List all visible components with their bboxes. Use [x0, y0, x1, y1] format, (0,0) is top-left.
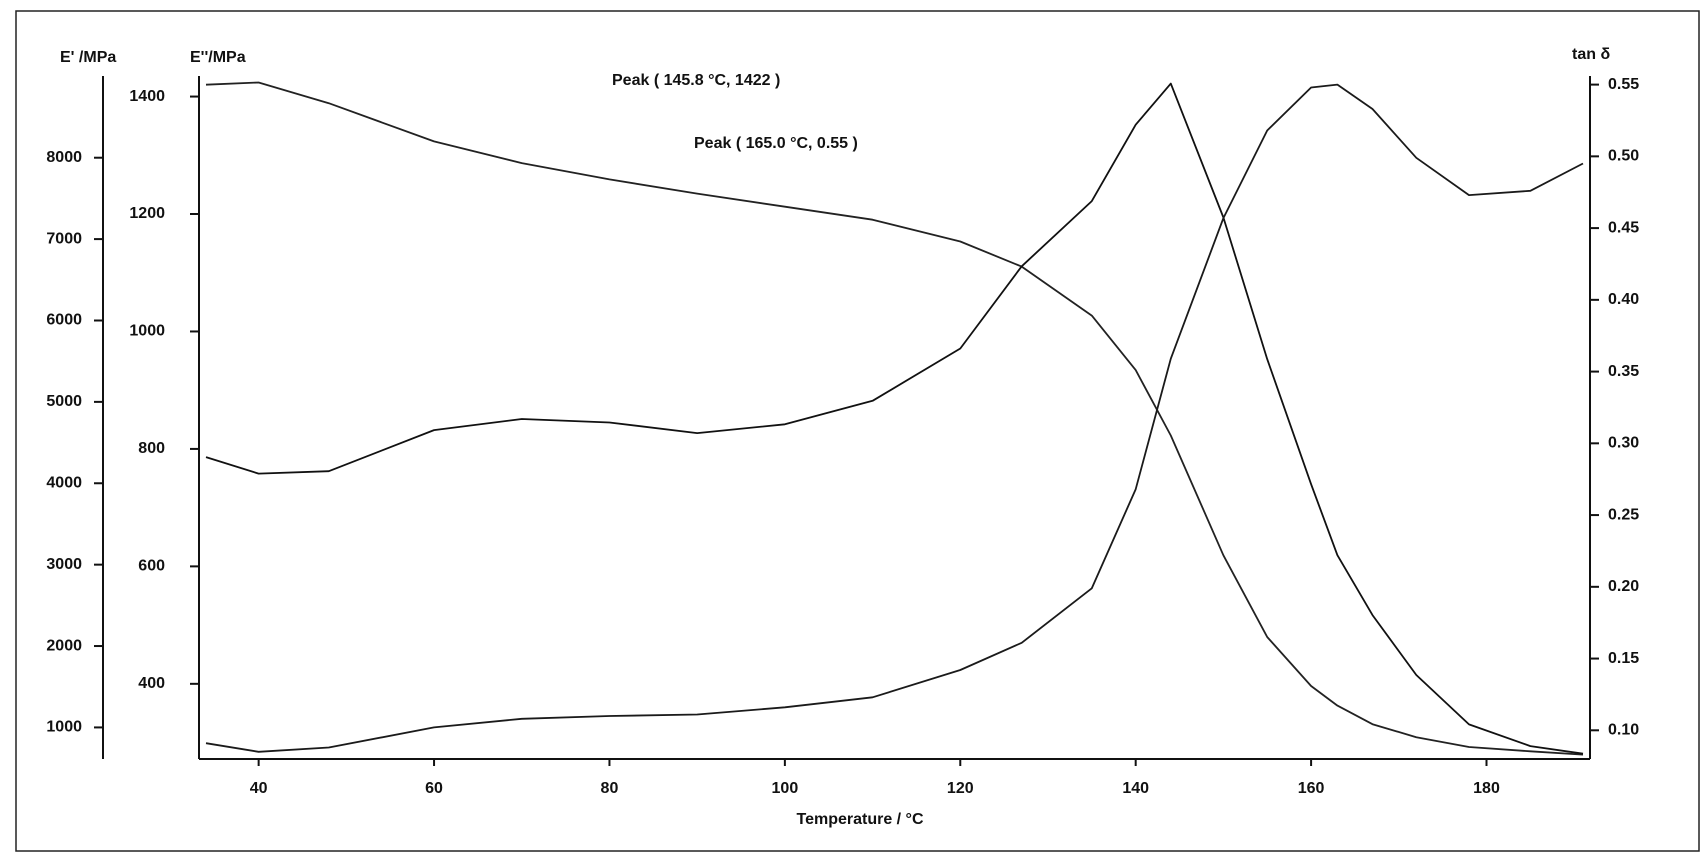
y3-tick-label: 1200: [129, 205, 165, 222]
data-line: [205, 82, 1584, 755]
y3-tick-label: 800: [138, 440, 165, 457]
x-tick-label: 60: [425, 780, 443, 797]
y2-tick-label: 0.45: [1608, 219, 1639, 236]
y2-tick-label: 0.30: [1608, 435, 1639, 452]
y-tick-label: 7000: [46, 230, 82, 247]
y2-tick-label: 0.25: [1608, 506, 1639, 523]
y2-tick-label: 0.20: [1608, 578, 1639, 595]
x-axis-title: Temperature / °C: [796, 811, 923, 828]
y-tick-label: 4000: [46, 474, 82, 491]
y2-tick-label: 0.35: [1608, 363, 1639, 380]
y2-tick-label: 0.10: [1608, 722, 1639, 739]
data-line: [205, 81, 1584, 756]
x-tick-label: 120: [947, 780, 974, 797]
y3-tick-label: 1000: [129, 323, 165, 340]
x-tick-label: 140: [1122, 780, 1149, 797]
y-tick-label: 8000: [46, 149, 82, 166]
frame: [15, 10, 1700, 852]
x-tick-label: 160: [1298, 780, 1325, 797]
data-line: [205, 83, 1584, 753]
y-axis-title: E' /MPa: [60, 49, 116, 66]
x-tick-label: 180: [1473, 780, 1500, 797]
y2-tick-label: 0.50: [1608, 148, 1639, 165]
y2-tick-label: 0.15: [1608, 650, 1639, 667]
y-tick-label: 2000: [46, 637, 82, 654]
y2-tick-label: 0.40: [1608, 291, 1639, 308]
y2-tick-label: 0.55: [1608, 76, 1639, 93]
x-tick-label: 100: [772, 780, 799, 797]
annotation: Peak ( 145.8 °C, 1422 ): [612, 72, 780, 89]
y3-tick-label: 600: [138, 558, 165, 575]
y-tick-label: 1000: [46, 719, 82, 736]
y-tick-label: 5000: [46, 393, 82, 410]
annotation: Peak ( 165.0 °C, 0.55 ): [694, 135, 858, 152]
x-tick-label: 80: [601, 780, 619, 797]
y-tick-label: 6000: [46, 312, 82, 329]
y2-axis-title: tan δ: [1572, 46, 1610, 63]
y3-tick-label: 400: [138, 675, 165, 692]
y3-tick-label: 1400: [129, 88, 165, 105]
y-tick-label: 3000: [46, 556, 82, 573]
x-tick-label: 40: [250, 780, 268, 797]
y3-axis-title: E''/MPa: [190, 49, 246, 66]
